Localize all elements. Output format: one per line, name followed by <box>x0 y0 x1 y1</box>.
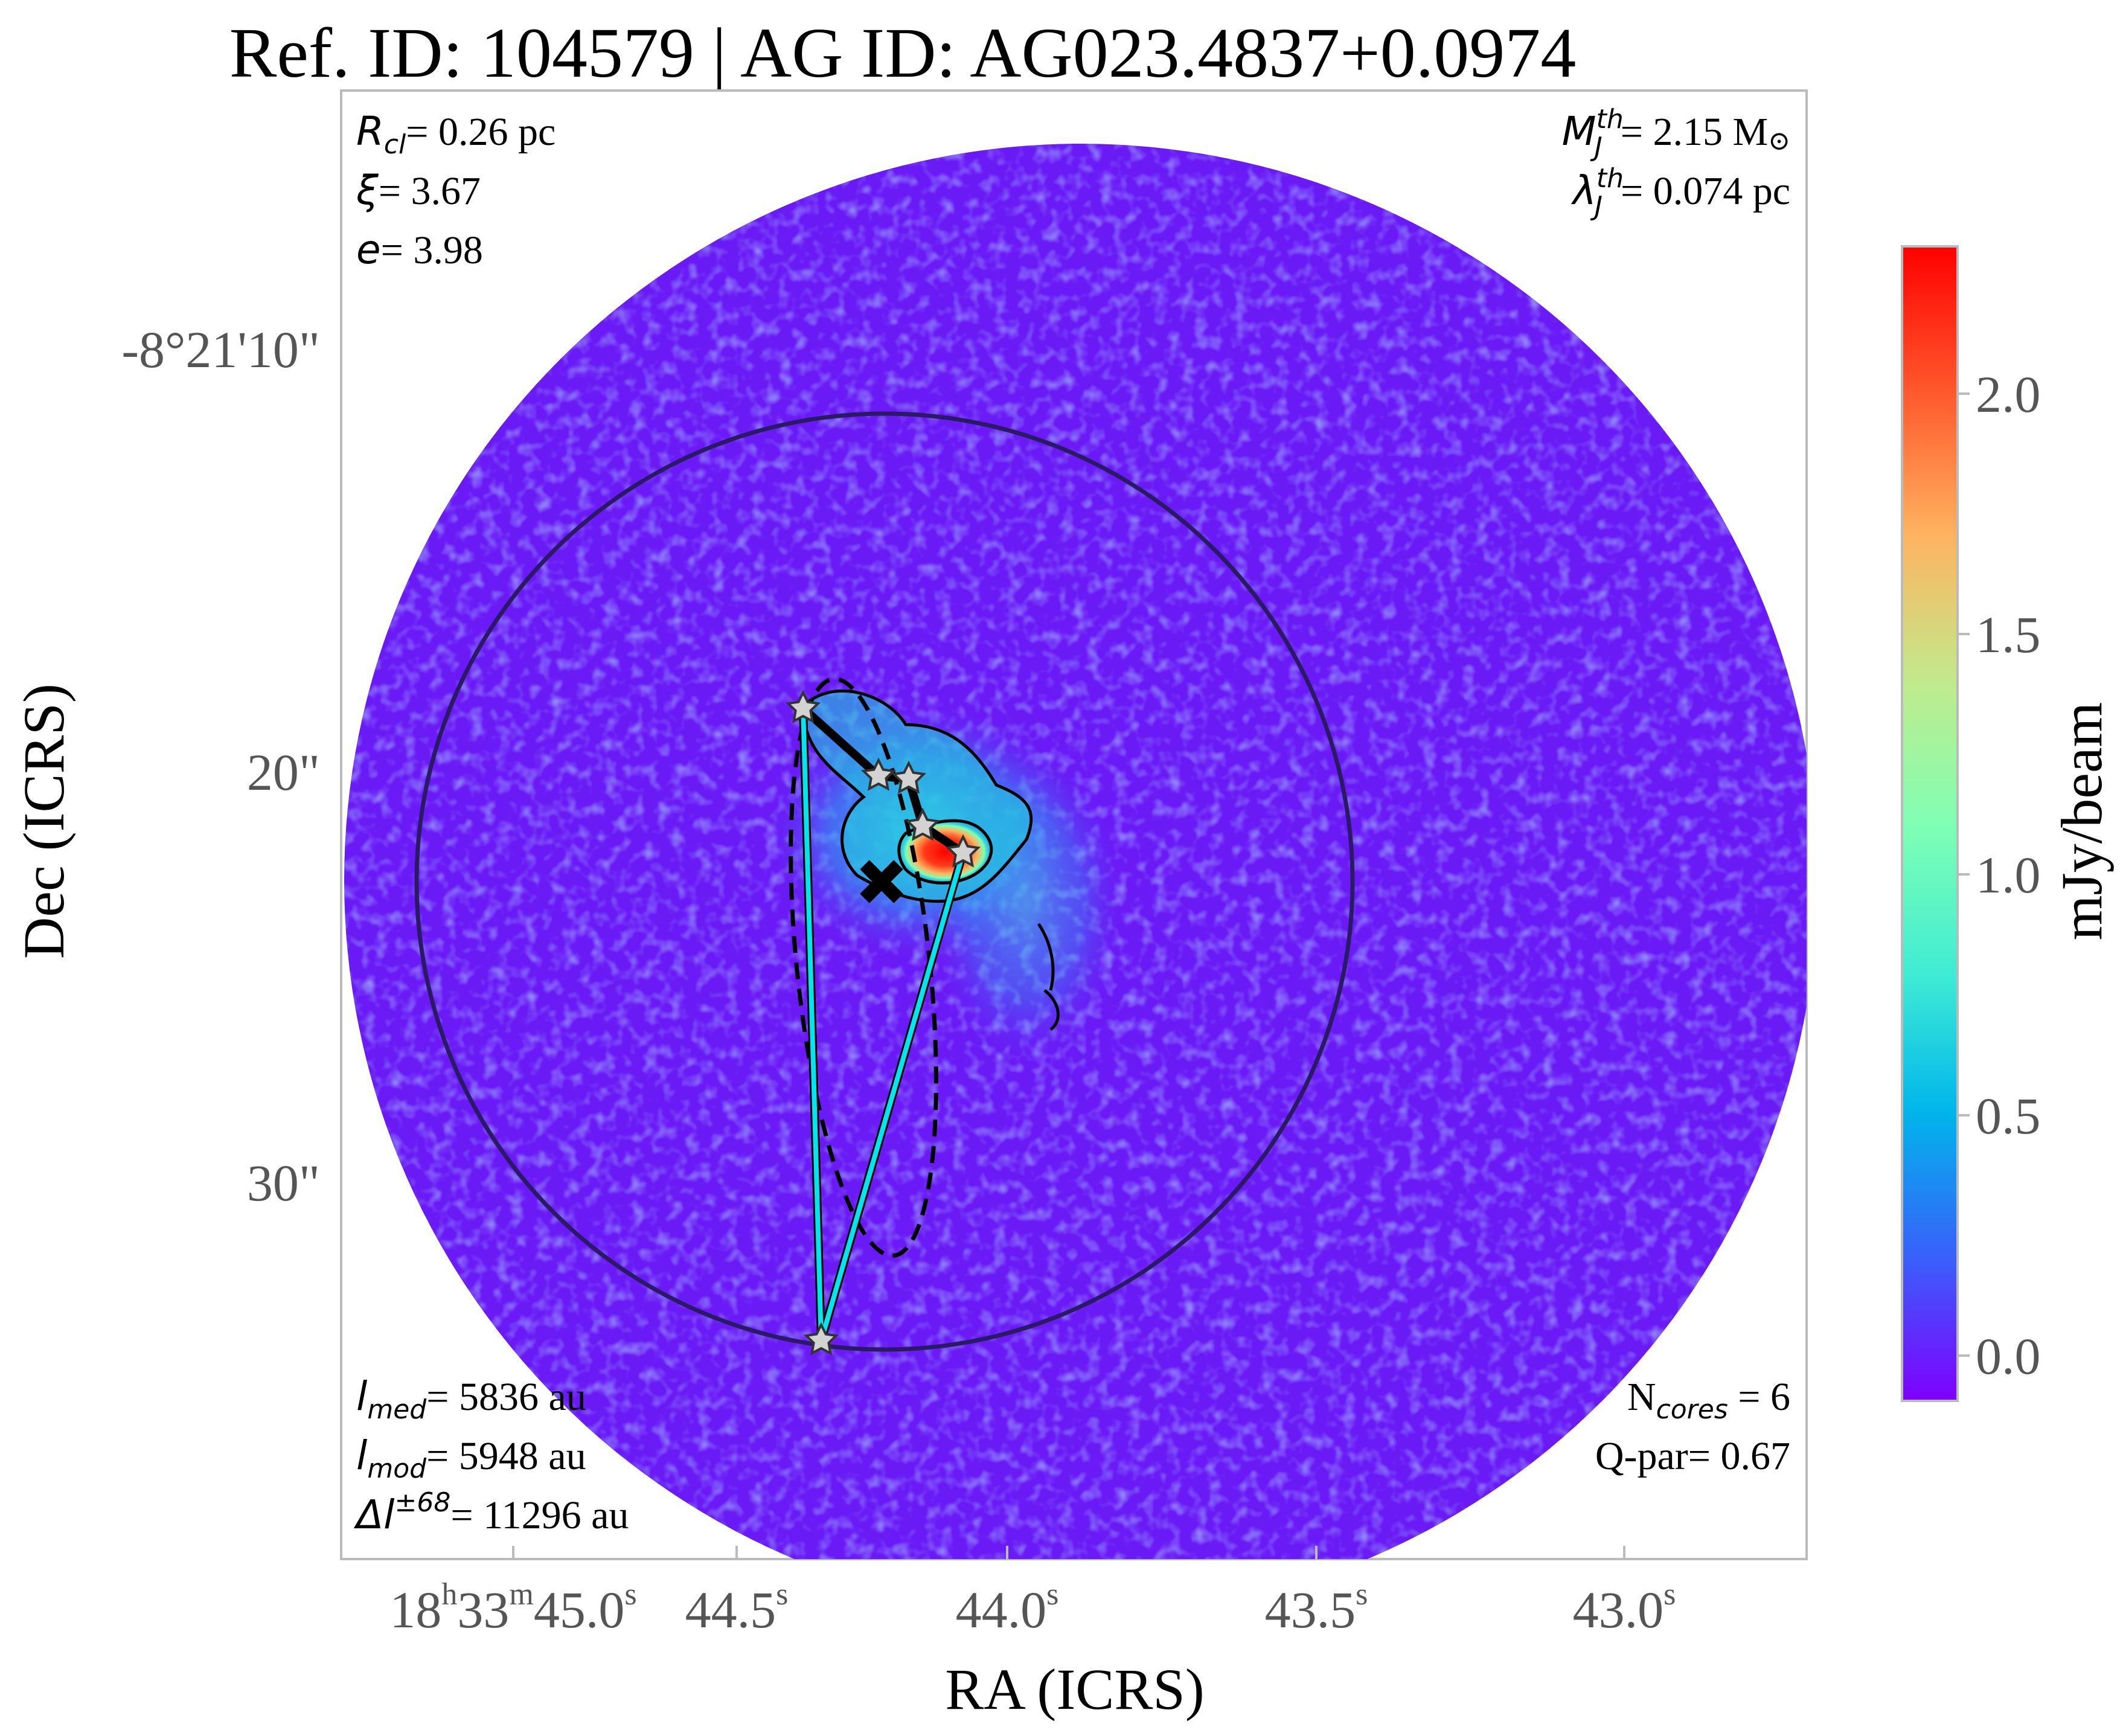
plot-title: Ref. ID: 104579 | AG ID: AG023.4837+0.09… <box>229 13 1577 92</box>
contour-inner <box>897 819 993 885</box>
contour-filament <box>1037 923 1060 1031</box>
mst-edges-cyan <box>801 706 965 1343</box>
annotation-e: e= 3.98 <box>356 226 483 273</box>
annotation-ncores: Ncores = 6 <box>1627 1375 1790 1425</box>
annotation-jeans-mass: Mth J = 2.15 M⊙ <box>1562 104 1790 162</box>
star-marker <box>946 834 981 868</box>
annotation-jeans-length: λth J = 0.074 pc <box>1571 163 1790 222</box>
colorbar-tick-label: 1.0 <box>1976 846 2041 904</box>
annotation-qpar: Q-par= 0.67 <box>1595 1434 1790 1478</box>
x-tick-label: 44.5s <box>685 1577 789 1639</box>
y-axis-label: Dec (ICRS) <box>11 684 76 959</box>
x-tick-label: 43.0s <box>1573 1577 1676 1639</box>
star-marker <box>891 760 926 794</box>
colorbar-label: mJy/beam <box>2049 702 2114 941</box>
colorbar-tick-label: 1.5 <box>1976 606 2041 664</box>
annotation-xi: ξ= 3.67 <box>356 167 481 214</box>
y-tick-label: -8°21'10" <box>121 321 320 379</box>
cores <box>786 690 981 1356</box>
annotation-lmod: lmod= 5948 au <box>356 1432 586 1484</box>
y-tick-label: 20" <box>247 743 320 801</box>
colorbar-tick-label: 0.0 <box>1976 1327 2041 1385</box>
colorbar-tick-label: 2.0 <box>1976 365 2041 423</box>
colorbar-tick-label: 0.5 <box>1976 1087 2041 1145</box>
annotation-delta-l: Δl±68= 11296 au <box>353 1487 629 1538</box>
x-marker <box>860 860 903 903</box>
cluster-radius-circle <box>414 411 1355 1352</box>
annotation-rcl: Rcl= 0.26 pc <box>356 108 556 160</box>
star-marker <box>786 690 821 723</box>
x-tick-label: 43.5s <box>1265 1577 1368 1639</box>
y-tick-label: 30" <box>247 1154 320 1212</box>
mst-edge <box>801 706 824 1343</box>
x-tick-label: 18h33m45.0s <box>389 1577 636 1639</box>
colorbar <box>1901 245 1959 1402</box>
mst-edge <box>799 704 883 780</box>
star-marker <box>861 757 896 791</box>
image-area <box>344 144 1807 1559</box>
annotation-lmed: lmed= 5836 au <box>356 1373 586 1425</box>
tick-marks <box>512 1546 1625 1559</box>
x-tick-label: 44.0s <box>956 1577 1059 1639</box>
colorbar-ticks <box>1958 392 1970 1357</box>
star-marker <box>905 807 940 841</box>
star-marker <box>804 1322 839 1356</box>
mst-edge <box>819 850 965 1343</box>
x-axis-label: RA (ICRS) <box>945 1657 1204 1722</box>
